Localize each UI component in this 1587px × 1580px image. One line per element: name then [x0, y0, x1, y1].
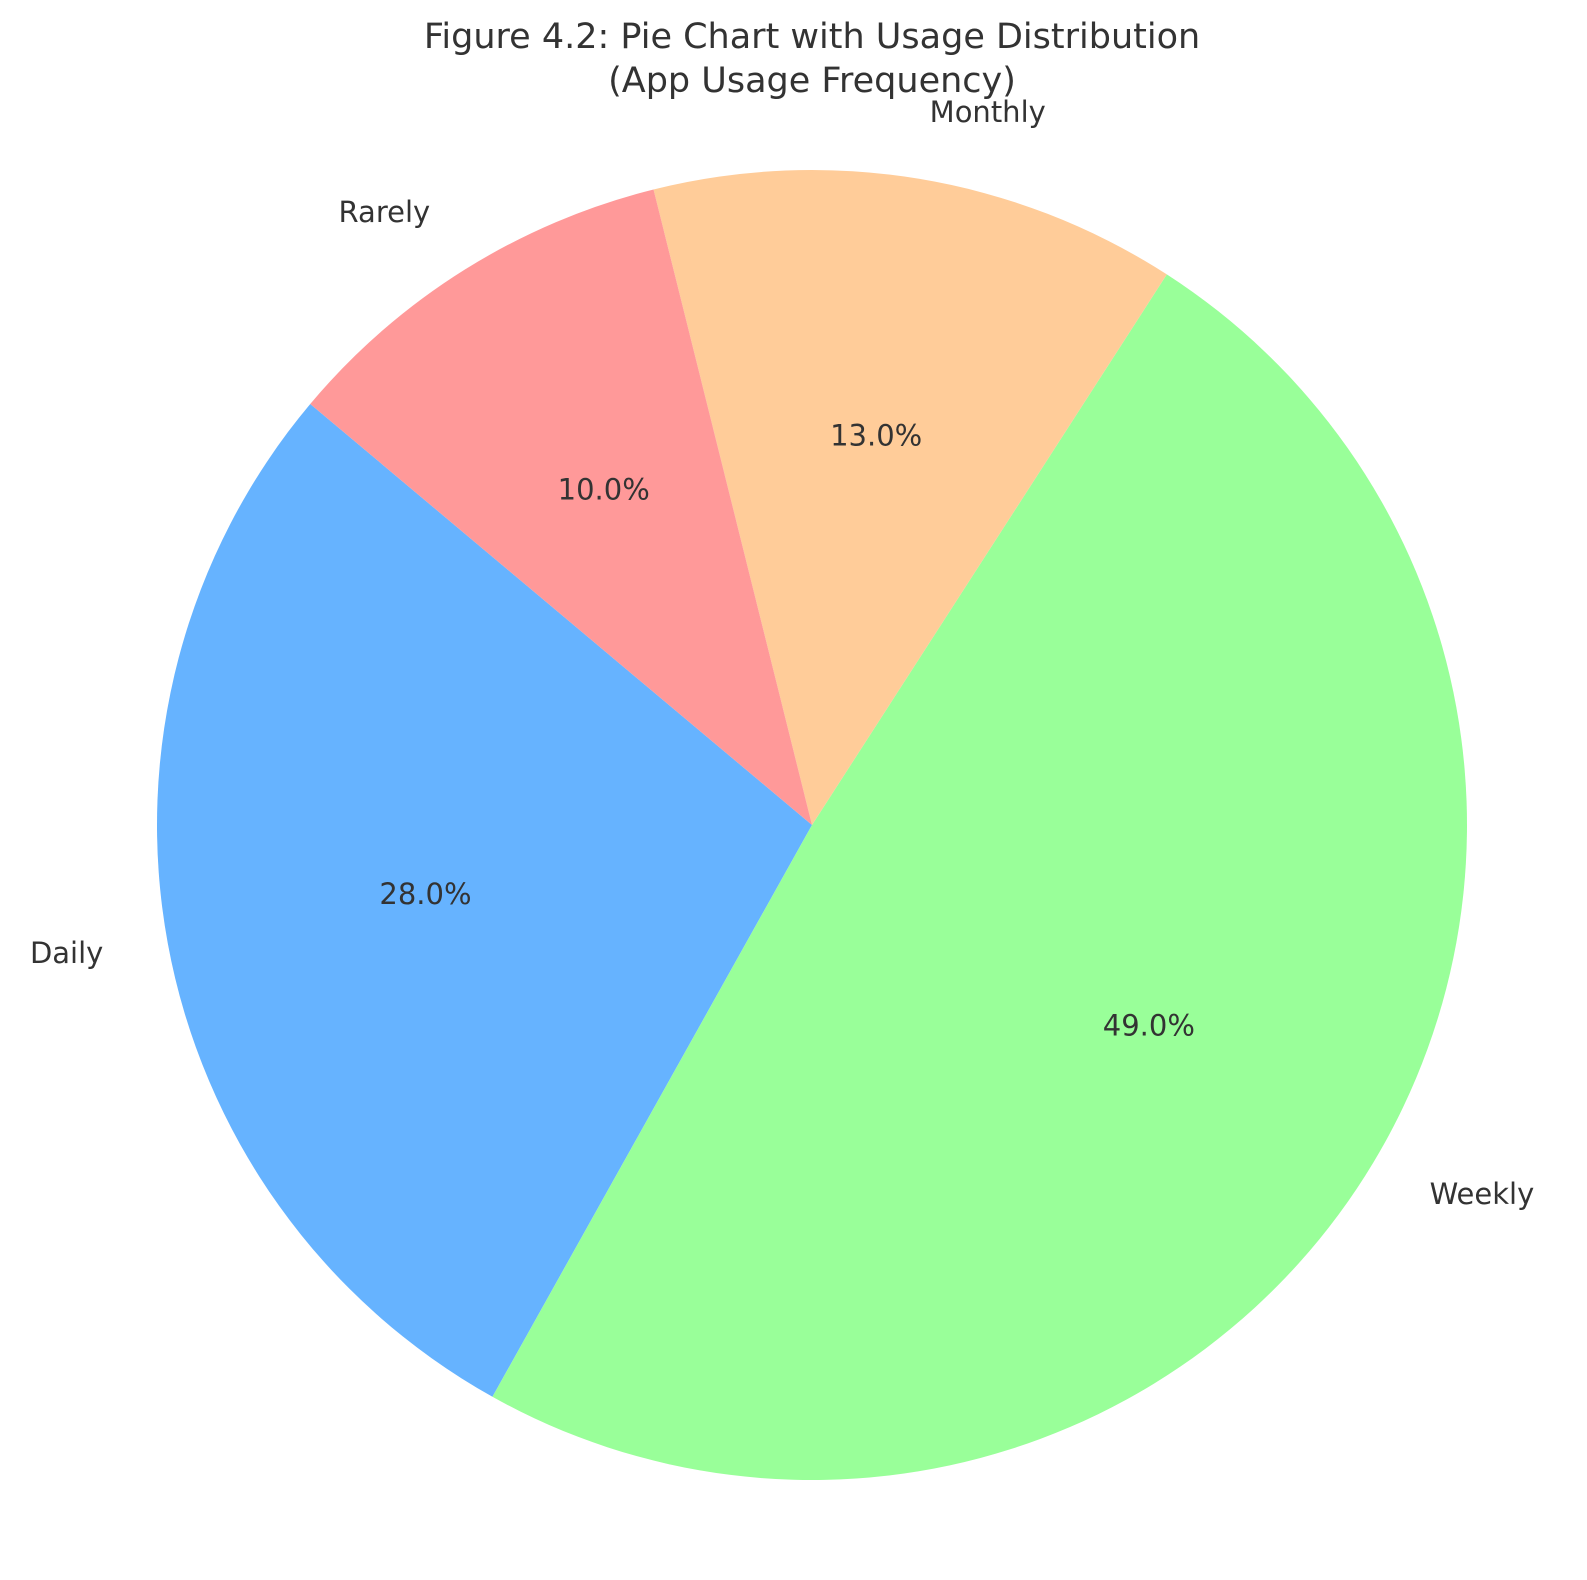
pie-slice-rarely: [310, 189, 812, 825]
chart-title-line-2: (App Usage Frequency): [608, 61, 1016, 101]
pct-label-weekly: 49.0%: [1103, 1008, 1195, 1042]
pie-slice-monthly: [653, 170, 1167, 825]
slice-label-daily: Daily: [30, 936, 103, 970]
pct-label-rarely: 10.0%: [558, 473, 650, 507]
pie-slice-daily: [156, 403, 812, 1397]
pct-label-daily: 28.0%: [379, 877, 471, 911]
pie-slice-weekly: [492, 274, 1467, 1480]
chart-title-line-1: Figure 4.2: Pie Chart with Usage Distrib…: [424, 17, 1200, 57]
slice-label-rarely: Rarely: [339, 195, 431, 229]
slice-label-weekly: Weekly: [1430, 1177, 1535, 1211]
pie-slices: [156, 170, 1467, 1480]
slice-label-monthly: Monthly: [930, 95, 1046, 129]
pct-label-monthly: 13.0%: [830, 418, 922, 452]
pie-labels: Daily 28.0% Weekly 49.0% Monthly 13.0% Rarely 1…: [30, 95, 1534, 1211]
